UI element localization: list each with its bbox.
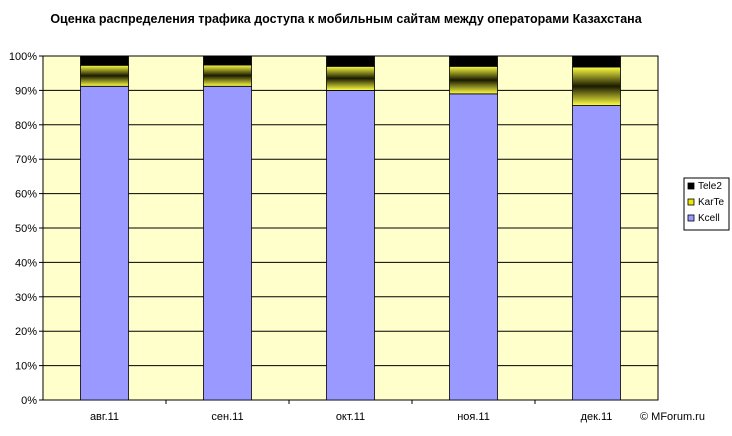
legend-label-karte: KarTe: [698, 197, 725, 208]
y-tick-label: 10%: [15, 361, 37, 373]
bar-karte-5: [572, 66, 621, 106]
y-tick-label: 40%: [15, 257, 37, 269]
y-tick-label: 20%: [15, 326, 37, 338]
bar-kcell-1: [80, 85, 129, 401]
legend: Tele2 KarTe Kcell: [683, 177, 730, 231]
bar-karte-3: [326, 65, 375, 91]
bars: [80, 55, 621, 401]
y-tick-label: 60%: [15, 189, 37, 201]
x-axis: авг.11 сен.11 окт.11 ноя.11 дек.11: [90, 400, 612, 423]
y-tick-label: 80%: [15, 120, 37, 132]
bar-tele2-1: [80, 55, 129, 66]
legend-label-tele2: Tele2: [698, 181, 722, 192]
bar-kcell-4: [449, 93, 498, 401]
legend-swatch-tele2: [687, 182, 695, 190]
y-tick-label: 0%: [21, 395, 37, 407]
legend-swatch-kcell: [687, 214, 695, 222]
y-tick-label: 70%: [15, 154, 37, 166]
bar-kcell-2: [203, 85, 252, 401]
bar-tele2-3: [326, 55, 375, 67]
credit-label: © MForum.ru: [640, 411, 705, 423]
x-tick-label: дек.11: [581, 411, 613, 423]
x-tick-label: сен.11: [211, 411, 243, 423]
y-tick-label: 50%: [15, 223, 37, 235]
x-tick-label: ноя.11: [457, 411, 490, 423]
bar-karte-2: [203, 64, 252, 87]
chart-title: Оценка распределения трафика доступа к м…: [50, 12, 642, 26]
bar-kcell-5: [572, 105, 621, 401]
bar-karte-4: [449, 65, 498, 95]
bar-kcell-3: [326, 90, 375, 401]
bar-tele2-4: [449, 55, 498, 67]
legend-swatch-karte: [687, 198, 695, 206]
y-axis: 0% 10% 20% 30% 40% 50% 60% 70% 80% 90% 100%: [9, 51, 43, 407]
y-tick-label: 100%: [9, 51, 37, 63]
bar-tele2-5: [572, 55, 621, 68]
x-tick-label: авг.11: [90, 411, 119, 423]
bar-tele2-2: [203, 55, 252, 66]
legend-label-kcell: Kcell: [698, 213, 720, 224]
y-tick-label: 30%: [15, 292, 37, 304]
y-tick-label: 90%: [15, 85, 37, 97]
bar-karte-1: [80, 64, 129, 87]
x-tick-label: окт.11: [336, 411, 365, 423]
